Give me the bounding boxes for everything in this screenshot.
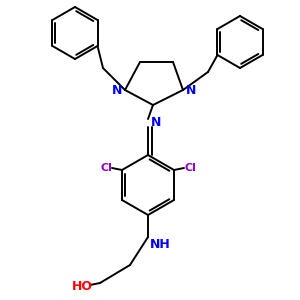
Text: Cl: Cl <box>100 163 112 173</box>
Text: NH: NH <box>150 238 170 251</box>
Text: N: N <box>151 116 161 130</box>
Text: N: N <box>186 83 196 97</box>
Text: HO: HO <box>71 280 92 293</box>
Text: Cl: Cl <box>184 163 196 173</box>
Text: N: N <box>112 83 122 97</box>
